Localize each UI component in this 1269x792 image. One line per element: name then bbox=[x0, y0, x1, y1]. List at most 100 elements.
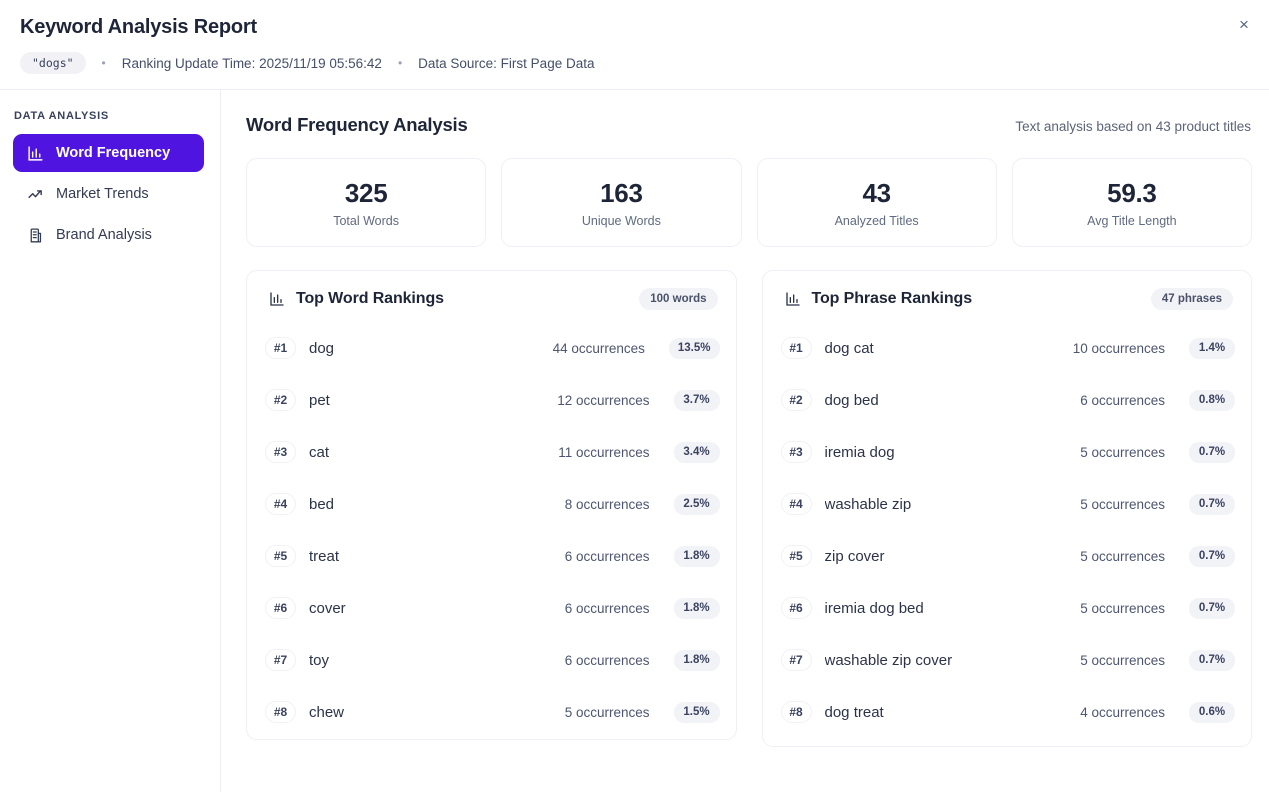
rank-occurrences: 5 occurrences bbox=[564, 704, 650, 720]
close-icon[interactable]: × bbox=[1230, 10, 1258, 38]
rank-percent: 13.5% bbox=[668, 337, 720, 359]
rank-occurrences: 10 occurrences bbox=[1072, 340, 1165, 356]
rank-term: bed bbox=[309, 495, 335, 513]
rank-term: iremia dog bbox=[824, 443, 895, 461]
meta-separator-1: • bbox=[101, 56, 106, 70]
rank-occurrences: 8 occurrences bbox=[564, 496, 650, 512]
rank-percent: 1.8% bbox=[673, 545, 720, 567]
word-count-badge: 100 words bbox=[639, 288, 718, 310]
sidebar-item-label: Word Frequency bbox=[56, 145, 171, 161]
meta-separator-2: • bbox=[397, 56, 403, 70]
rank-term: pet bbox=[309, 391, 330, 409]
rank-occurrences: 4 occurrences bbox=[1080, 704, 1165, 720]
sidebar-item-market-trends[interactable]: Market Trends bbox=[13, 175, 204, 213]
report-body: DATA ANALYSIS Word Frequency Market Tren… bbox=[0, 90, 1269, 792]
building-icon bbox=[27, 227, 44, 244]
table-row[interactable]: #7 washable zip cover 5 occurrences 0.7% bbox=[763, 634, 1250, 686]
rank-occurrences: 12 occurrences bbox=[557, 392, 650, 408]
stat-card-total-words: 325 Total Words bbox=[246, 158, 487, 247]
trending-up-icon bbox=[27, 186, 44, 203]
rank-badge: #8 bbox=[780, 701, 812, 723]
rank-term: dog cat bbox=[824, 339, 874, 357]
rank-term: dog treat bbox=[824, 703, 884, 721]
rank-occurrences: 6 occurrences bbox=[564, 600, 650, 616]
table-row[interactable]: #8 chew 5 occurrences 1.5% bbox=[247, 686, 734, 723]
rank-occurrences: 5 occurrences bbox=[1080, 496, 1165, 512]
stat-label: Unique Words bbox=[581, 213, 661, 228]
stat-label: Total Words bbox=[333, 213, 399, 228]
table-row[interactable]: #3 iremia dog 5 occurrences 0.7% bbox=[763, 426, 1250, 478]
panel-title-group: Top Word Rankings bbox=[269, 290, 444, 308]
stat-value: 43 bbox=[862, 177, 891, 208]
rank-badge: #1 bbox=[265, 337, 296, 359]
table-row[interactable]: #4 washable zip 5 occurrences 0.7% bbox=[763, 478, 1250, 530]
table-row[interactable]: #7 toy 6 occurrences 1.8% bbox=[247, 634, 734, 686]
table-row[interactable]: #6 iremia dog bed 5 occurrences 0.7% bbox=[763, 582, 1250, 634]
sidebar-item-label: Market Trends bbox=[56, 186, 149, 202]
rank-percent: 3.4% bbox=[673, 441, 720, 463]
rank-badge: #3 bbox=[780, 441, 812, 463]
table-row[interactable]: #3 cat 11 occurrences 3.4% bbox=[247, 426, 734, 478]
rank-badge: #5 bbox=[780, 545, 812, 567]
phrase-rankings-list[interactable]: #1 dog cat 10 occurrences 1.4% #2 dog be… bbox=[763, 322, 1252, 730]
table-row[interactable]: #6 cover 6 occurrences 1.8% bbox=[247, 582, 734, 634]
page-title: Keyword Analysis Report bbox=[20, 16, 257, 38]
rank-occurrences: 6 occurrences bbox=[564, 652, 650, 668]
word-rankings-list[interactable]: #1 dog 44 occurrences 13.5% #2 pet 12 oc… bbox=[247, 322, 736, 723]
rank-term: washable zip bbox=[824, 495, 912, 513]
main-header: Word Frequency Analysis Text analysis ba… bbox=[246, 114, 1252, 136]
rank-badge: #3 bbox=[265, 441, 296, 463]
rank-badge: #5 bbox=[265, 545, 296, 567]
rank-percent: 1.5% bbox=[673, 701, 720, 723]
stat-value: 325 bbox=[344, 177, 388, 208]
rank-occurrences: 5 occurrences bbox=[1080, 652, 1165, 668]
rank-term: toy bbox=[309, 651, 330, 669]
rank-badge: #4 bbox=[780, 493, 812, 515]
table-row[interactable]: #2 dog bed 6 occurrences 0.8% bbox=[763, 374, 1250, 426]
stat-card-avg-title-length: 59.3 Avg Title Length bbox=[1011, 158, 1252, 247]
rank-percent: 0.8% bbox=[1189, 389, 1235, 411]
keyword-chip: "dogs" bbox=[20, 52, 86, 74]
rank-percent: 2.5% bbox=[673, 493, 720, 515]
stat-value: 163 bbox=[600, 177, 643, 208]
rank-badge: #2 bbox=[265, 389, 296, 411]
panel-header: Top Word Rankings 100 words bbox=[247, 271, 736, 322]
sidebar-item-label: Brand Analysis bbox=[56, 227, 152, 243]
report-header: Keyword Analysis Report "dogs" • Ranking… bbox=[0, 0, 1269, 90]
sidebar-item-brand-analysis[interactable]: Brand Analysis bbox=[13, 216, 204, 254]
panel-title-group: Top Phrase Rankings bbox=[785, 290, 973, 308]
table-row[interactable]: #5 treat 6 occurrences 1.8% bbox=[247, 530, 734, 582]
rank-term: chew bbox=[309, 703, 345, 721]
rank-badge: #4 bbox=[265, 493, 296, 515]
rank-term: dog bed bbox=[824, 391, 879, 409]
stat-label: Avg Title Length bbox=[1087, 213, 1177, 228]
section-title: Word Frequency Analysis bbox=[246, 114, 468, 135]
rank-percent: 0.7% bbox=[1189, 649, 1235, 671]
rank-percent: 1.4% bbox=[1189, 337, 1235, 359]
table-row[interactable]: #1 dog 44 occurrences 13.5% bbox=[247, 322, 734, 374]
rank-percent: 0.7% bbox=[1189, 545, 1235, 567]
stat-card-analyzed-titles: 43 Analyzed Titles bbox=[756, 158, 997, 247]
table-row[interactable]: #8 dog treat 4 occurrences 0.6% bbox=[763, 686, 1250, 730]
sidebar-item-word-frequency[interactable]: Word Frequency bbox=[13, 134, 204, 172]
table-row[interactable]: #1 dog cat 10 occurrences 1.4% bbox=[763, 322, 1250, 374]
top-phrase-rankings-panel: Top Phrase Rankings 47 phrases #1 dog ca… bbox=[761, 270, 1252, 747]
rank-occurrences: 5 occurrences bbox=[1080, 548, 1165, 564]
rank-term: zip cover bbox=[824, 547, 885, 565]
table-row[interactable]: #2 pet 12 occurrences 3.7% bbox=[247, 374, 734, 426]
data-source: Data Source: First Page Data bbox=[418, 55, 595, 71]
rank-badge: #1 bbox=[780, 337, 812, 359]
sidebar: DATA ANALYSIS Word Frequency Market Tren… bbox=[0, 90, 221, 792]
rank-percent: 0.7% bbox=[1189, 597, 1235, 619]
table-row[interactable]: #5 zip cover 5 occurrences 0.7% bbox=[763, 530, 1250, 582]
panel-header: Top Phrase Rankings 47 phrases bbox=[763, 271, 1252, 322]
rank-percent: 0.6% bbox=[1189, 701, 1235, 723]
table-row[interactable]: #4 bed 8 occurrences 2.5% bbox=[247, 478, 734, 530]
stat-card-unique-words: 163 Unique Words bbox=[501, 158, 742, 247]
rank-badge: #8 bbox=[265, 701, 296, 723]
panel-title-text: Top Phrase Rankings bbox=[811, 290, 973, 307]
header-meta-bar: "dogs" • Ranking Update Time: 2025/11/19… bbox=[20, 52, 1245, 74]
section-subtitle: Text analysis based on 43 product titles bbox=[1015, 119, 1251, 134]
rank-occurrences: 44 occurrences bbox=[552, 340, 645, 356]
